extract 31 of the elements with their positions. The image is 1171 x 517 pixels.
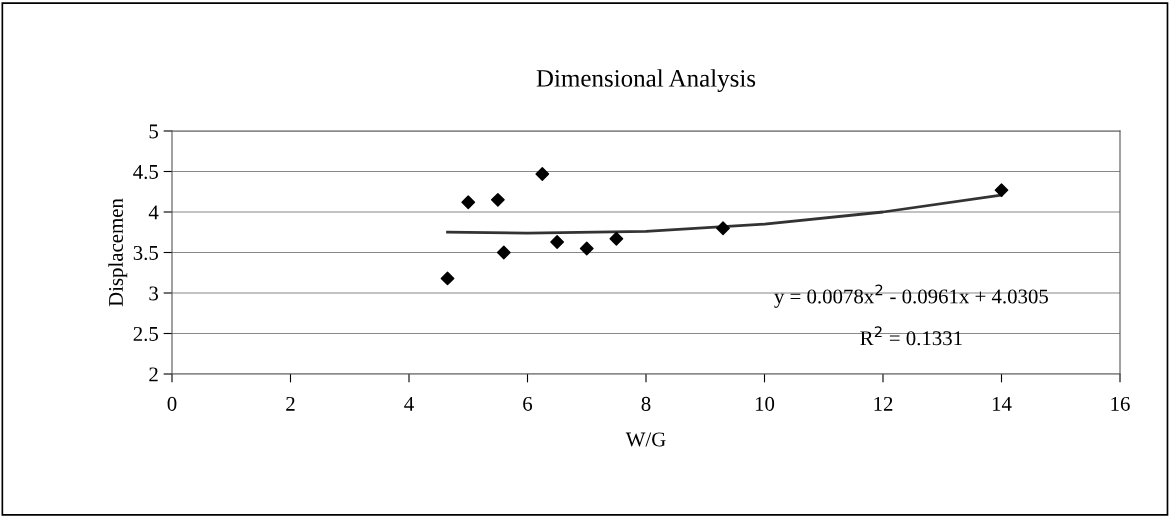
x-tick-label: 6 [523, 396, 533, 411]
point [496, 245, 511, 260]
point [550, 235, 565, 249]
x-tick-label: 12 [874, 396, 893, 411]
y-tick-label: 5 [149, 124, 158, 139]
point [461, 195, 476, 210]
x-tick-label: 0 [167, 396, 177, 411]
x-tick-label: 16 [1111, 396, 1130, 411]
point [579, 241, 594, 256]
point [440, 271, 455, 286]
x-tick-label: 2 [286, 396, 295, 411]
y-axis-title: Displacemen [108, 198, 128, 307]
y-tick-label: 3 [149, 286, 158, 301]
point [490, 192, 505, 207]
x-tick-label: 14 [992, 396, 1012, 411]
point [994, 183, 1009, 198]
x-tick-label: 4 [404, 396, 414, 411]
x-tick-label: 10 [755, 396, 775, 411]
annotation: y = 0.0078x$^{2}$ - 0.0961x + 4.0305 [774, 284, 1048, 308]
x-axis-title: W/G [625, 432, 666, 447]
point [716, 221, 730, 236]
y-tick-label: 3.5 [133, 245, 158, 261]
y-tick-label: 2 [149, 367, 158, 382]
annotation: R$^{2}$ = 0.1331 [860, 326, 962, 346]
y-tick-label: 4 [148, 205, 159, 220]
y-tick-label: 4.5 [133, 165, 158, 180]
x-tick-label: 8 [641, 396, 651, 411]
y-tick-label: 2.5 [133, 326, 158, 342]
point [609, 231, 624, 246]
point [535, 167, 550, 181]
chart-title: Dimensional Analysis [536, 69, 756, 92]
